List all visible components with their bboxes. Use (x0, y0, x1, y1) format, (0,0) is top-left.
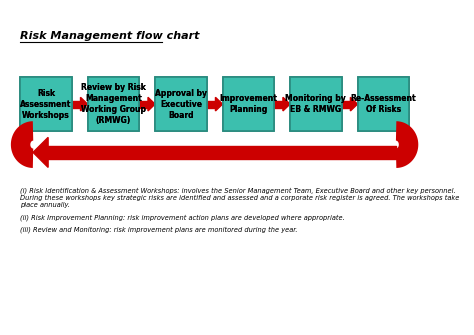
FancyBboxPatch shape (155, 77, 207, 131)
FancyBboxPatch shape (88, 77, 139, 131)
Text: (iii) Review and Monitoring: risk improvement plans are monitored during the yea: (iii) Review and Monitoring: risk improv… (20, 226, 298, 233)
Polygon shape (283, 97, 290, 111)
Text: (ii) Risk Improvement Planning: risk improvement action plans are developed wher: (ii) Risk Improvement Planning: risk imp… (20, 215, 345, 221)
FancyBboxPatch shape (290, 77, 342, 131)
Polygon shape (350, 97, 357, 111)
Text: Review by Risk
Management
Working Group
(RMWG): Review by Risk Management Working Group … (81, 83, 146, 125)
Text: Monitoring by
EB & RMWG: Monitoring by EB & RMWG (285, 94, 346, 114)
FancyBboxPatch shape (88, 77, 139, 131)
Text: Approval by
Executive
Board: Approval by Executive Board (155, 88, 207, 120)
Text: Approval by
Executive
Board: Approval by Executive Board (155, 88, 207, 120)
FancyBboxPatch shape (20, 77, 72, 131)
FancyBboxPatch shape (223, 77, 274, 131)
Text: Review by Risk
Management
Working Group
(RMWG): Review by Risk Management Working Group … (81, 83, 146, 125)
Text: Improvement
Planning: Improvement Planning (219, 94, 277, 114)
Text: Risk
Assessment
Workshops: Risk Assessment Workshops (20, 88, 72, 120)
FancyBboxPatch shape (357, 77, 409, 131)
Polygon shape (33, 137, 48, 168)
FancyBboxPatch shape (357, 77, 409, 131)
Text: (i) Risk Identification & Assessment Workshops: involves the Senior Management T: (i) Risk Identification & Assessment Wor… (20, 188, 459, 208)
Text: Improvement
Planning: Improvement Planning (219, 94, 277, 114)
Text: Re-Assessment
Of Risks: Re-Assessment Of Risks (350, 94, 416, 114)
FancyBboxPatch shape (20, 77, 72, 131)
FancyBboxPatch shape (155, 77, 207, 131)
FancyBboxPatch shape (290, 77, 342, 131)
Polygon shape (216, 97, 223, 111)
FancyBboxPatch shape (223, 77, 274, 131)
Polygon shape (148, 97, 155, 111)
Text: Risk
Assessment
Workshops: Risk Assessment Workshops (20, 88, 72, 120)
Text: Re-Assessment
Of Risks: Re-Assessment Of Risks (350, 94, 416, 114)
Polygon shape (81, 97, 88, 111)
Text: Risk Management flow chart: Risk Management flow chart (20, 31, 200, 42)
Text: Monitoring by
EB & RMWG: Monitoring by EB & RMWG (285, 94, 346, 114)
